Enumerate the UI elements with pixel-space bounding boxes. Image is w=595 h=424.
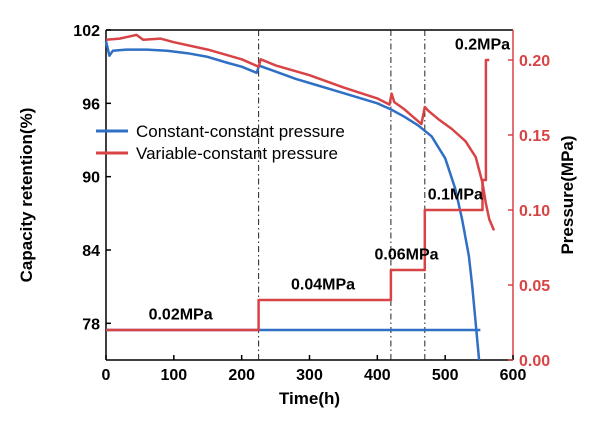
pressure-annotation: 0.06MPa — [374, 247, 438, 264]
x-tick-label: 400 — [364, 367, 391, 384]
legend-label: Variable-constant pressure — [136, 144, 338, 163]
x-axis-title: Time(h) — [279, 389, 340, 408]
pressure-annotation: 0.02MPa — [149, 307, 213, 324]
pressure-annotation: 0.04MPa — [291, 277, 355, 294]
y-tick-label: 102 — [73, 23, 100, 40]
series-line-variable-constant-pressure — [105, 33, 496, 231]
y2-axis-title: Pressure(MPa) — [558, 135, 577, 254]
pressure-annotation: 0.1MPa — [428, 187, 483, 204]
x-tick-label: 600 — [500, 367, 527, 384]
y2-tick-label: 0.20 — [519, 53, 550, 70]
y2-tick-label: 0.15 — [519, 128, 550, 145]
series-line-constant-constant-pressure — [104, 40, 481, 361]
x-tick-label: 500 — [432, 367, 459, 384]
y2-tick-label: 0.05 — [519, 278, 550, 295]
y-tick-label: 90 — [82, 170, 100, 187]
y-axis-title: Capacity retention(%) — [17, 108, 36, 283]
y-tick-label: 96 — [82, 96, 100, 113]
y-tick-label: 78 — [82, 316, 100, 333]
x-tick-label: 0 — [102, 367, 111, 384]
x-tick-label: 200 — [228, 367, 255, 384]
series-line-pressure-variable — [106, 58, 490, 332]
x-tick-label: 100 — [160, 367, 187, 384]
legend-label: Constant-constant pressure — [136, 122, 345, 141]
x-tick-label: 300 — [296, 367, 323, 384]
y2-tick-label: 0.00 — [519, 353, 550, 370]
pressure-annotation: 0.2MPa — [455, 37, 510, 54]
y-tick-label: 84 — [82, 243, 100, 260]
y2-tick-label: 0.10 — [519, 203, 550, 220]
